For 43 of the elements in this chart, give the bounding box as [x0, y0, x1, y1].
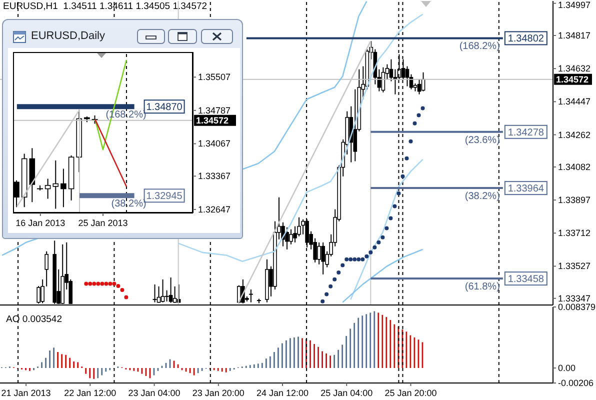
annotation: (61.8%)	[464, 282, 500, 293]
y-tick-label: 1.35507	[198, 72, 231, 82]
y-tick-label: 1.33897	[558, 195, 591, 206]
y-tick-label: 1.34447	[558, 96, 591, 107]
annotation: (23.6%)	[464, 134, 500, 146]
y-tick-label: -0.00206	[558, 378, 594, 388]
chart-title: EURUSD,Daily	[31, 30, 105, 42]
annotation: (38.2%)	[111, 198, 146, 210]
ref-line-label: 1.34572	[196, 115, 229, 126]
y-tick-label: 1.33367	[198, 171, 231, 182]
chart-title: EURUSD,H1 1.34511 1.34611 1.34505 1.34572	[3, 1, 208, 12]
y-tick-label: 1.33712	[558, 228, 591, 238]
text: AO 0.003542	[6, 314, 62, 325]
y-tick-label: 1.33527	[558, 261, 591, 272]
x-tick-label: 25 Jan 04:00	[320, 388, 373, 398]
x-tick-label: 21 Jan 2013	[1, 388, 51, 398]
series-label: 1.32945	[146, 191, 183, 202]
x-tick-label: 16 Jan 2013	[16, 218, 66, 228]
series-label: 1.34802	[508, 34, 544, 45]
x-tick-label: 25 Jan 2013	[78, 218, 128, 228]
y-tick-label: 1.33347	[558, 293, 591, 304]
x-tick-label: 23 Jan 04:00	[128, 388, 180, 398]
y-tick-label: 1.34632	[558, 64, 591, 74]
series-label: 1.34278	[508, 127, 544, 138]
y-tick-label: 1.34082	[558, 162, 591, 172]
annotation: (168.2%)	[459, 41, 500, 52]
series-label: 1.33964	[508, 184, 544, 195]
x-tick-label: 22 Jan 12:00	[64, 388, 116, 398]
y-tick-label: 0.00	[558, 363, 576, 373]
y-tick-label: 1.34997	[558, 0, 591, 10]
x-tick-label: 25 Jan 20:00	[384, 388, 437, 398]
y-tick-label: 1.34817	[558, 30, 591, 41]
series-label: 1.34870	[146, 102, 183, 114]
series-label: 1.33458	[508, 274, 544, 286]
x-tick-label: 23 Jan 20:00	[192, 388, 244, 398]
y-tick-label: 0.008379	[558, 302, 596, 312]
y-tick-label: 1.32647	[198, 204, 231, 214]
y-tick-label: 1.34262	[558, 130, 591, 140]
y-tick-label: 1.34067	[198, 138, 231, 149]
ref-line-label: 1.34572	[556, 74, 589, 84]
y-tick-label: 1.34787	[198, 105, 231, 116]
annotation: (38.2%)	[464, 191, 500, 202]
x-tick-label: 24 Jan 12:00	[256, 388, 309, 398]
